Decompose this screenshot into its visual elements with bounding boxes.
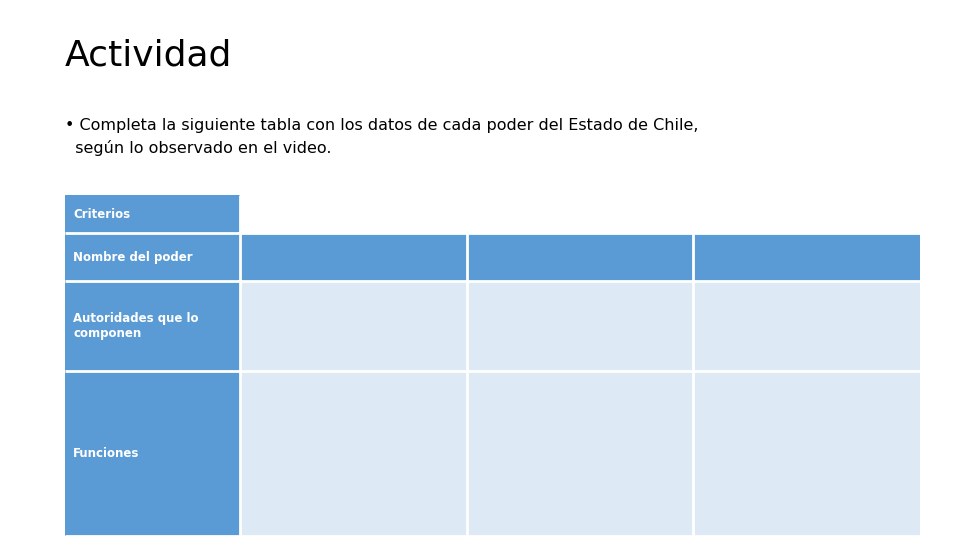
Text: • Completa la siguiente tabla con los datos de cada poder del Estado de Chile,: • Completa la siguiente tabla con los da… (65, 118, 699, 133)
Bar (693, 371, 920, 536)
Text: Actividad: Actividad (65, 38, 232, 72)
Bar (467, 233, 693, 281)
Bar (467, 281, 693, 371)
Bar (65, 371, 240, 536)
Bar (240, 233, 467, 281)
Bar (240, 371, 467, 536)
Bar (693, 233, 920, 281)
Bar (467, 371, 693, 536)
Text: Criterios: Criterios (73, 207, 131, 220)
Bar (693, 281, 920, 371)
Bar (240, 281, 467, 371)
Text: según lo observado en el video.: según lo observado en el video. (65, 140, 331, 156)
Bar (65, 281, 240, 371)
Text: Funciones: Funciones (73, 447, 139, 460)
Text: Nombre del poder: Nombre del poder (73, 251, 193, 264)
Text: Autoridades que lo
componen: Autoridades que lo componen (73, 312, 199, 340)
Bar (65, 195, 240, 233)
Bar (65, 233, 240, 281)
